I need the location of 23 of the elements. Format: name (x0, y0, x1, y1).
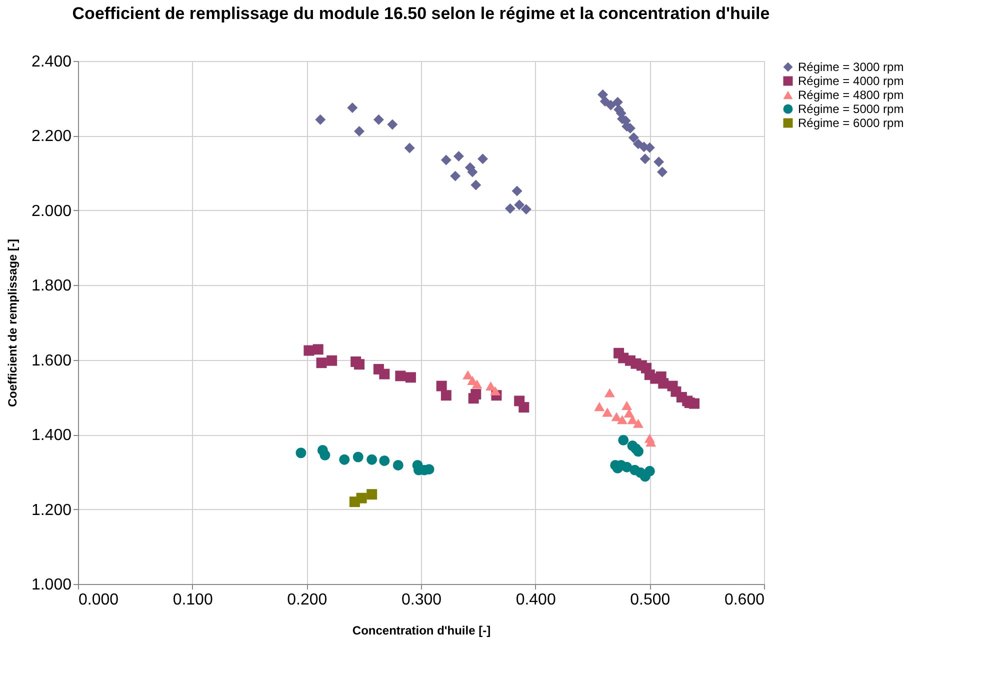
y-tick-label: 1.600 (31, 352, 72, 370)
x-tick-label: 0.400 (516, 592, 556, 608)
y-tick-label: 1.400 (31, 427, 72, 444)
chart-title: Coefficient de remplissage du module 16.50 selon le régime et la concentration d'huile (72, 4, 770, 23)
x-axis-title: Concentration d'huile [-] (352, 624, 491, 638)
x-tick-label: 0.200 (287, 592, 328, 608)
x-tick-label: 0.000 (78, 592, 119, 608)
legend-label: Régime = 3000 rpm (798, 60, 904, 74)
y-tick-label: 2.000 (31, 202, 72, 220)
y-tick-label: 2.200 (31, 128, 72, 146)
legend-label: Régime = 4000 rpm (798, 74, 904, 88)
y-tick-label: 2.400 (31, 54, 72, 70)
y-axis-title: Coefficient de remplissage [-] (5, 238, 20, 408)
x-tick-label: 0.500 (630, 592, 670, 608)
y-tick-label: 1.200 (31, 502, 72, 519)
legend-label: Régime = 4800 rpm (798, 88, 904, 102)
y-tick-label: 1.800 (31, 278, 72, 295)
y-tick-label: 1.000 (31, 576, 72, 594)
legend-label: Régime = 5000 rpm (798, 102, 904, 116)
x-tick-label: 0.600 (724, 592, 765, 608)
x-tick-label: 0.100 (172, 592, 213, 608)
x-tick-label: 0.300 (401, 592, 442, 608)
legend-label: Régime = 6000 rpm (798, 116, 904, 130)
